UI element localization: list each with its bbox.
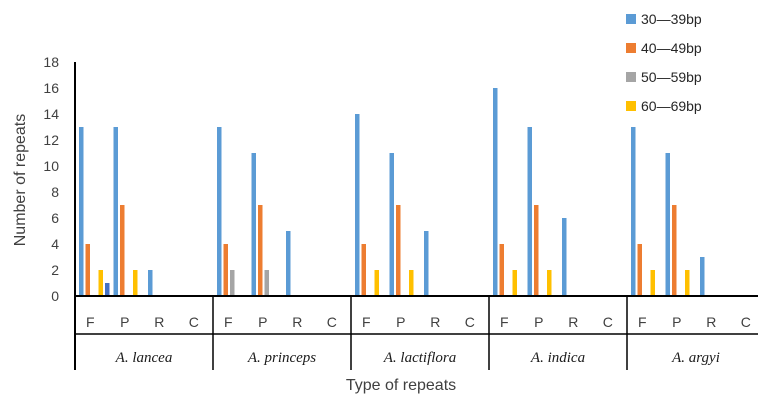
category-label: R [430,314,440,330]
bar [105,283,110,296]
category-label: F [638,314,647,330]
bar [223,244,228,296]
category-label: F [362,314,371,330]
bar [665,153,670,296]
category-label: R [568,314,578,330]
category-label: C [189,314,199,330]
bar [133,270,138,296]
bar [547,270,552,296]
group-label: A. lancea [115,350,173,366]
y-tick-label: 18 [43,54,59,70]
bar [527,127,532,296]
bar [396,205,401,296]
bar [148,270,153,296]
category-label: C [603,314,613,330]
y-tick-label: 4 [51,236,59,252]
category-label: P [120,314,129,330]
category-label: P [672,314,681,330]
axes-layer [74,62,758,370]
bar [355,114,360,296]
category-label: R [292,314,302,330]
legend-label: 60—69bp [641,98,702,114]
category-label: C [327,314,337,330]
y-tick-label: 8 [51,184,59,200]
legend-swatch [626,14,636,24]
bar [499,244,504,296]
group-label: A. argyi [671,350,720,366]
y-axis-title: Number of repeats [12,114,29,247]
bar [251,153,256,296]
bar [512,270,517,296]
bar [631,127,636,296]
y-tick-label: 6 [51,210,59,226]
legend-label: 30—39bp [641,11,702,27]
bar [534,205,539,296]
x-axis-title: Type of repeats [346,377,456,394]
group-label: A. indica [530,350,585,366]
bar [120,205,125,296]
bar [230,270,235,296]
category-label: R [706,314,716,330]
category-label: F [224,314,233,330]
bar [286,231,291,296]
bar [672,205,677,296]
y-tick-label: 0 [51,288,59,304]
y-tick-label: 12 [43,132,59,148]
category-label: F [500,314,509,330]
y-axis-ticks: 0 2 4 6 8 10 12 14 16 18 [43,54,59,304]
bar [650,270,655,296]
bar [361,244,366,296]
bar [700,257,705,296]
bar [264,270,269,296]
category-label: C [741,314,751,330]
bar [217,127,222,296]
bar [258,205,263,296]
legend-swatch [626,43,636,53]
category-label: F [86,314,95,330]
y-tick-label: 2 [51,262,59,278]
bar [374,270,379,296]
category-label: R [154,314,164,330]
group-labels: A. lancea A. princeps A. lactiflora A. indi… [115,350,720,366]
y-tick-label: 16 [43,80,59,96]
bar [562,218,567,296]
category-label: P [534,314,543,330]
bar [493,88,498,296]
bar [98,270,103,296]
bar [685,270,690,296]
group-label: A. princeps [247,350,316,366]
y-tick-label: 14 [43,106,59,122]
y-tick-label: 10 [43,158,59,174]
legend-label: 40—49bp [641,40,702,56]
group-label: A. lactiflora [383,350,457,366]
legend-swatch [626,72,636,82]
bar [637,244,642,296]
category-label: P [396,314,405,330]
bar [113,127,118,296]
bar [424,231,429,296]
bar [389,153,394,296]
legend-swatch [626,101,636,111]
category-label: P [258,314,267,330]
bar [85,244,90,296]
bar [79,127,84,296]
legend-label: 50—59bp [641,69,702,85]
bars-layer [79,88,705,296]
legend: 30—39bp 40—49bp 50—59bp 60—69bp [626,11,702,114]
bar [409,270,414,296]
category-label: C [465,314,475,330]
